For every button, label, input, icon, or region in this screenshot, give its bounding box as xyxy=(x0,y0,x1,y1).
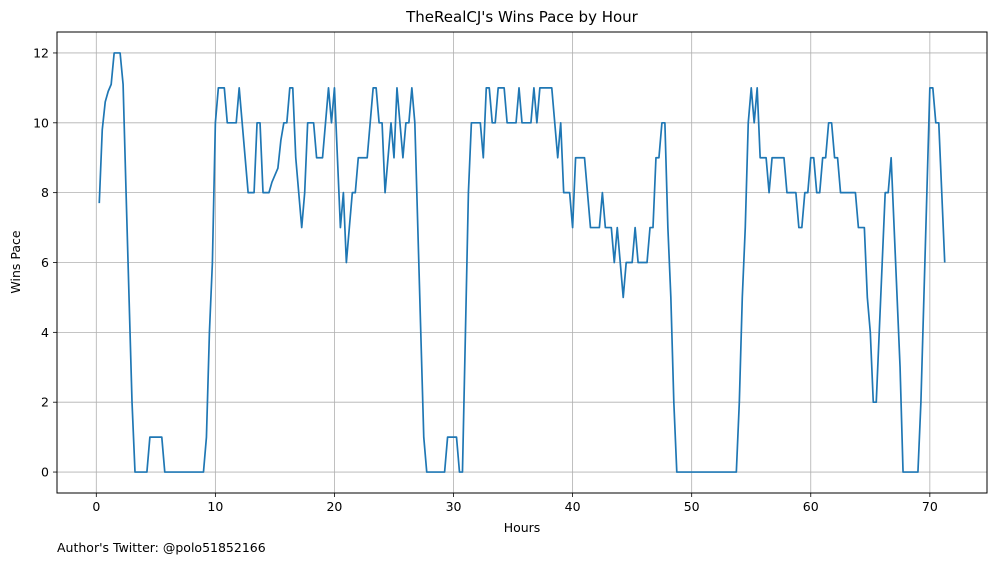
y-axis-label: Wins Pace xyxy=(8,230,23,293)
chart-title: TheRealCJ's Wins Pace by Hour xyxy=(405,8,639,26)
author-twitter-credit: Author's Twitter: @polo51852166 xyxy=(57,540,266,555)
x-tick-label: 60 xyxy=(803,499,819,514)
y-tick-label: 8 xyxy=(41,185,49,200)
x-tick-label: 70 xyxy=(922,499,938,514)
grid-lines xyxy=(57,32,987,493)
x-tick-label: 50 xyxy=(684,499,700,514)
y-axis-ticks: 0 2 4 6 8 10 12 xyxy=(33,45,57,480)
y-tick-label: 2 xyxy=(41,395,49,410)
series-line-0 xyxy=(98,52,946,473)
series-group xyxy=(98,52,946,473)
x-tick-label: 30 xyxy=(446,499,462,514)
y-tick-label: 12 xyxy=(33,45,49,60)
x-tick-label: 40 xyxy=(565,499,581,514)
x-tick-label: 10 xyxy=(207,499,223,514)
x-tick-label: 20 xyxy=(326,499,342,514)
x-axis-ticks: 0 10 20 30 40 50 60 70 xyxy=(92,493,938,514)
x-tick-label: 0 xyxy=(92,499,100,514)
y-tick-label: 10 xyxy=(33,115,49,130)
y-tick-label: 4 xyxy=(41,325,49,340)
y-tick-label: 6 xyxy=(41,255,49,270)
y-tick-label: 0 xyxy=(41,465,49,480)
x-axis-label: Hours xyxy=(504,520,541,535)
